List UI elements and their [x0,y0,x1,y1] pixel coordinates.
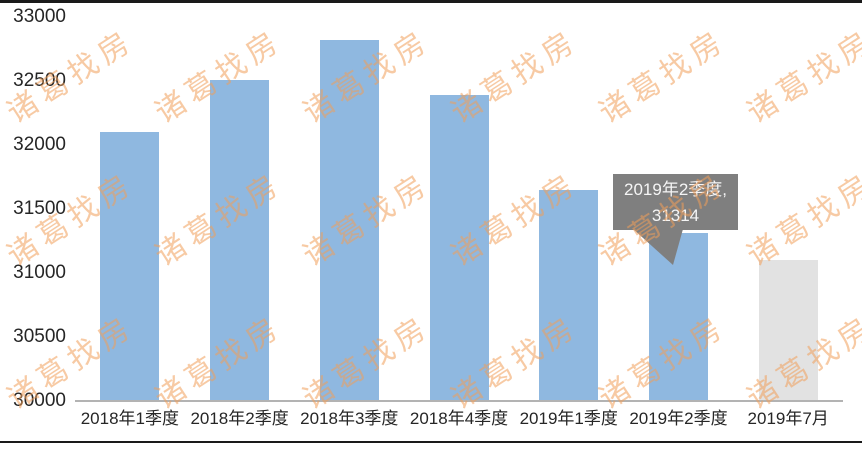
y-tick-label: 32500 [13,70,66,91]
bottom-border-line [0,441,862,443]
x-tick-label: 2018年2季度 [190,409,289,428]
watermark-text: 诸葛找房 [589,445,734,450]
bar-2018年2季度[interactable] [210,79,270,401]
callout-category-text: 2019年2季度, [624,180,727,199]
bar-2018年4季度[interactable] [429,95,489,401]
watermark-text: 诸葛找房 [737,445,862,450]
bar-2018年1季度[interactable] [100,132,160,401]
y-tick-label: 30500 [13,326,66,347]
watermark-text: 诸葛找房 [441,445,586,450]
bar-2019年1季度[interactable] [539,189,599,401]
watermark-text: 诸葛找房 [0,445,141,450]
data-label-callout: 2019年2季度, 31314 [613,174,738,230]
bar-2019年2季度[interactable] [648,232,708,401]
watermark-text: 诸葛找房 [145,445,290,450]
watermark-text: 诸葛找房 [593,23,733,130]
watermark-text: 诸葛找房 [741,166,862,273]
callout-value-text: 31314 [651,206,700,225]
x-tick-label: 2018年3季度 [300,409,399,428]
x-tick-label: 2019年2季度 [629,409,728,428]
y-tick-label: 33000 [13,6,66,27]
x-tick-label: 2018年4季度 [409,409,509,428]
x-tick-label: 2019年1季度 [519,409,618,428]
watermark-text: 诸葛找房 [741,23,862,130]
y-tick-label: 30000 [13,390,66,411]
x-tick-label: 2018年1季度 [80,409,179,428]
x-axis-line [75,400,843,402]
top-border-line [0,0,862,3]
y-tick-label: 31000 [13,262,66,283]
bar-2018年3季度[interactable] [319,40,379,401]
y-tick-label: 32000 [13,134,66,155]
y-tick-label: 31500 [13,198,66,219]
watermark-text: 诸葛找房 [293,445,438,450]
x-tick-label: 2019年7月 [747,409,829,428]
bar-2019年7月[interactable] [758,260,818,401]
x-axis-labels: 2018年1季度 2018年2季度 2018年3季度 2018年4季度 2019年1季度… [75,406,843,432]
